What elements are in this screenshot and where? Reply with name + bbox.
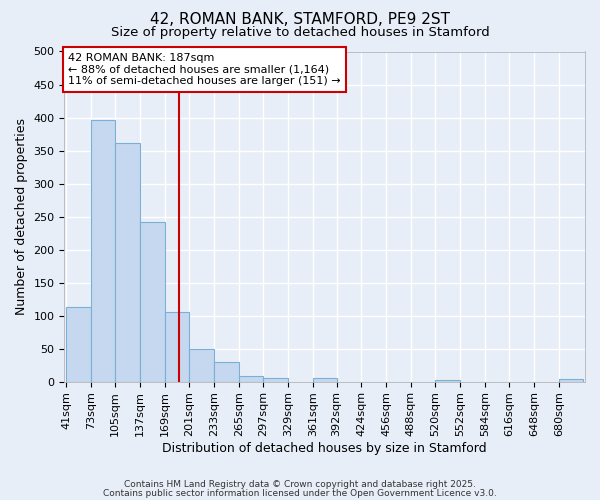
- Bar: [239, 376, 263, 382]
- Text: 42, ROMAN BANK, STAMFORD, PE9 2ST: 42, ROMAN BANK, STAMFORD, PE9 2ST: [150, 12, 450, 28]
- Bar: [115, 142, 140, 382]
- Bar: [164, 312, 190, 382]
- Bar: [190, 348, 214, 382]
- Bar: [436, 380, 460, 382]
- Bar: [263, 378, 288, 382]
- Y-axis label: Number of detached properties: Number of detached properties: [15, 118, 28, 315]
- Text: 42 ROMAN BANK: 187sqm
← 88% of detached houses are smaller (1,164)
11% of semi-d: 42 ROMAN BANK: 187sqm ← 88% of detached …: [68, 53, 341, 86]
- Bar: [91, 120, 115, 382]
- Text: Contains HM Land Registry data © Crown copyright and database right 2025.: Contains HM Land Registry data © Crown c…: [124, 480, 476, 489]
- Text: Size of property relative to detached houses in Stamford: Size of property relative to detached ho…: [110, 26, 490, 39]
- Bar: [559, 379, 583, 382]
- Bar: [140, 222, 164, 382]
- X-axis label: Distribution of detached houses by size in Stamford: Distribution of detached houses by size …: [163, 442, 487, 455]
- Bar: [214, 362, 239, 382]
- Bar: [66, 307, 91, 382]
- Bar: [313, 378, 337, 382]
- Text: Contains public sector information licensed under the Open Government Licence v3: Contains public sector information licen…: [103, 488, 497, 498]
